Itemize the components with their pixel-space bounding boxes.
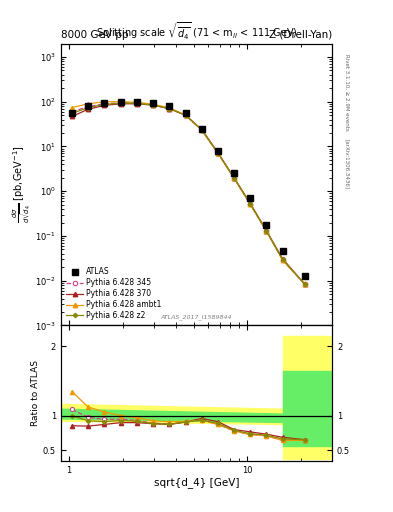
Pythia 6.428 z2: [280, 257, 285, 263]
Pythia 6.428 370: [118, 101, 123, 107]
Pythia 6.428 345: [248, 201, 253, 207]
Pythia 6.428 z2: [102, 101, 107, 108]
Pythia 6.428 z2: [183, 112, 188, 118]
Pythia 6.428 z2: [302, 281, 307, 287]
Pythia 6.428 ambt1: [280, 257, 285, 263]
Pythia 6.428 ambt1: [216, 151, 220, 157]
ATLAS: [264, 222, 269, 228]
Pythia 6.428 ambt1: [135, 99, 140, 105]
ATLAS: [135, 99, 140, 105]
ATLAS: [167, 103, 172, 109]
Pythia 6.428 345: [199, 127, 204, 133]
Pythia 6.428 345: [118, 100, 123, 106]
Pythia 6.428 ambt1: [102, 99, 107, 105]
Pythia 6.428 345: [302, 281, 307, 287]
Pythia 6.428 345: [264, 228, 269, 234]
Pythia 6.428 z2: [135, 100, 140, 106]
Text: 8000 GeV pp: 8000 GeV pp: [61, 30, 129, 40]
Pythia 6.428 ambt1: [118, 99, 123, 105]
Pythia 6.428 370: [102, 102, 107, 109]
Line: Pythia 6.428 ambt1: Pythia 6.428 ambt1: [70, 99, 307, 286]
Pythia 6.428 z2: [118, 100, 123, 106]
Line: Pythia 6.428 345: Pythia 6.428 345: [70, 100, 307, 286]
ATLAS: [151, 100, 156, 106]
Pythia 6.428 345: [280, 257, 285, 263]
Pythia 6.428 345: [135, 100, 140, 106]
Pythia 6.428 z2: [264, 228, 269, 234]
Pythia 6.428 370: [264, 227, 269, 233]
ATLAS: [183, 110, 188, 116]
Line: Pythia 6.428 370: Pythia 6.428 370: [70, 101, 307, 286]
Pythia 6.428 345: [151, 102, 156, 108]
ATLAS: [102, 100, 107, 106]
ATLAS: [248, 195, 253, 201]
Pythia 6.428 370: [248, 200, 253, 206]
Pythia 6.428 ambt1: [86, 101, 90, 107]
Pythia 6.428 ambt1: [151, 101, 156, 108]
Pythia 6.428 370: [70, 113, 74, 119]
Pythia 6.428 370: [86, 106, 90, 112]
Pythia 6.428 345: [70, 109, 74, 115]
Pythia 6.428 ambt1: [199, 127, 204, 133]
Text: [arXiv:1306.3436]: [arXiv:1306.3436]: [344, 139, 349, 189]
ATLAS: [302, 272, 307, 279]
Pythia 6.428 z2: [86, 104, 90, 111]
Pythia 6.428 z2: [70, 110, 74, 116]
Pythia 6.428 ambt1: [167, 105, 172, 111]
Y-axis label: Ratio to ATLAS: Ratio to ATLAS: [31, 360, 40, 426]
Text: Z (Drell-Yan): Z (Drell-Yan): [269, 30, 332, 40]
ATLAS: [86, 103, 90, 109]
Pythia 6.428 370: [135, 101, 140, 107]
ATLAS: [199, 125, 204, 132]
Pythia 6.428 345: [167, 105, 172, 112]
Pythia 6.428 370: [199, 126, 204, 133]
Pythia 6.428 345: [232, 175, 237, 181]
Pythia 6.428 z2: [216, 150, 220, 156]
Pythia 6.428 345: [102, 101, 107, 107]
Pythia 6.428 z2: [167, 105, 172, 112]
Text: Rivet 3.1.10, ≥ 2.9M events: Rivet 3.1.10, ≥ 2.9M events: [344, 54, 349, 131]
Pythia 6.428 ambt1: [70, 104, 74, 111]
Line: ATLAS: ATLAS: [69, 99, 308, 279]
Pythia 6.428 345: [86, 103, 90, 110]
ATLAS: [70, 110, 74, 116]
Pythia 6.428 ambt1: [264, 228, 269, 234]
Pythia 6.428 370: [280, 255, 285, 262]
ATLAS: [280, 248, 285, 254]
Pythia 6.428 370: [183, 112, 188, 118]
Pythia 6.428 z2: [199, 127, 204, 133]
Line: Pythia 6.428 z2: Pythia 6.428 z2: [71, 101, 306, 285]
Pythia 6.428 370: [232, 175, 237, 181]
Pythia 6.428 ambt1: [248, 201, 253, 207]
Pythia 6.428 z2: [151, 102, 156, 108]
ATLAS: [232, 170, 237, 177]
Pythia 6.428 z2: [248, 201, 253, 207]
Y-axis label: $\frac{d\sigma}{d\sqrt{d_4}}$ [pb,GeV$^{-1}$]: $\frac{d\sigma}{d\sqrt{d_4}}$ [pb,GeV$^{…: [11, 145, 34, 223]
Pythia 6.428 ambt1: [232, 175, 237, 181]
Text: ATLAS_2017_I1589844: ATLAS_2017_I1589844: [161, 314, 232, 320]
Pythia 6.428 345: [183, 112, 188, 118]
Pythia 6.428 ambt1: [302, 281, 307, 287]
Pythia 6.428 345: [216, 151, 220, 157]
X-axis label: sqrt{d_4} [GeV]: sqrt{d_4} [GeV]: [154, 477, 239, 488]
Legend: ATLAS, Pythia 6.428 345, Pythia 6.428 370, Pythia 6.428 ambt1, Pythia 6.428 z2: ATLAS, Pythia 6.428 345, Pythia 6.428 37…: [65, 266, 163, 322]
ATLAS: [118, 99, 123, 105]
Pythia 6.428 370: [216, 150, 220, 156]
Pythia 6.428 370: [167, 105, 172, 112]
Pythia 6.428 370: [151, 102, 156, 108]
Pythia 6.428 370: [302, 281, 307, 287]
Pythia 6.428 ambt1: [183, 112, 188, 118]
Pythia 6.428 z2: [232, 175, 237, 181]
Title: Splitting scale $\sqrt{\overline{d_4}}$ (71 < m$_{ll}$ < 111 GeV): Splitting scale $\sqrt{\overline{d_4}}$ …: [95, 21, 298, 42]
ATLAS: [216, 148, 220, 154]
